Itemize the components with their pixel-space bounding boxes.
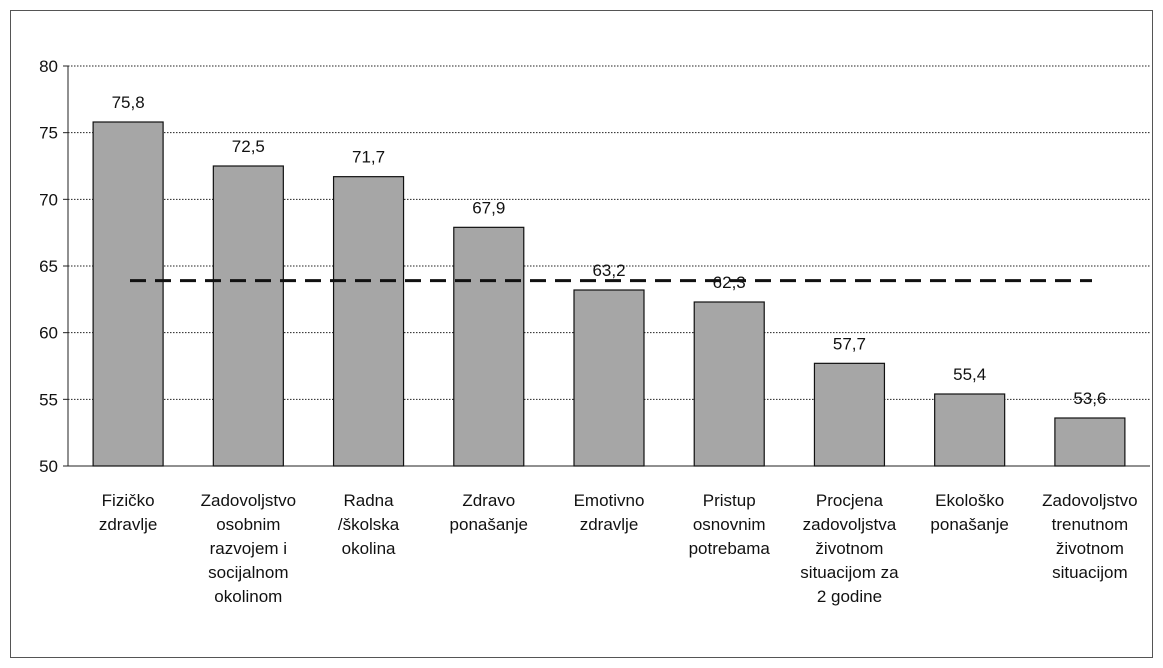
x-tick-line: Zadovoljstvo xyxy=(201,491,296,510)
x-tick-line: trenutnom xyxy=(1052,515,1129,534)
y-tick-label: 65 xyxy=(39,257,58,276)
x-tick-line: Zdravo xyxy=(462,491,515,510)
x-tick-line: životnom xyxy=(815,539,883,558)
x-tick-line: 2 godine xyxy=(817,587,882,606)
x-tick-line: Radna xyxy=(344,491,395,510)
x-tick-line: ponašanje xyxy=(450,515,528,534)
x-tick-line: situacijom xyxy=(1052,563,1128,582)
y-tick-label: 55 xyxy=(39,390,58,409)
x-tick-line: zdravlje xyxy=(99,515,158,534)
value-label: 62,3 xyxy=(713,273,746,292)
bar xyxy=(92,121,164,467)
x-tick-label: Zadovoljstvo osobnim razvojem i socijalnom o… xyxy=(201,491,296,606)
x-tick-line: socijalnom xyxy=(208,563,288,582)
value-label: 72,5 xyxy=(232,137,265,156)
x-tick-label: Zdravo ponašanje xyxy=(450,491,528,534)
x-tick-line: razvojem i xyxy=(210,539,287,558)
frame xyxy=(10,10,1153,658)
bar xyxy=(813,362,886,467)
x-tick-label: Zadovoljstvo trenutnom životnom situacijom xyxy=(1042,491,1137,582)
x-tick-label: Pristup osnovnim potrebama xyxy=(689,491,771,558)
x-tick-line: zdravlje xyxy=(580,515,639,534)
y-tick-label: 60 xyxy=(39,324,58,343)
value-label: 55,4 xyxy=(953,365,986,384)
y-tick-label: 80 xyxy=(39,57,58,76)
x-tick-label: Ekološko ponašanje xyxy=(930,491,1008,534)
value-label: 75,8 xyxy=(112,93,145,112)
x-tick-line: /školska xyxy=(338,515,400,534)
x-tick-line: situacijom za xyxy=(800,563,899,582)
bar xyxy=(212,165,284,467)
y-tick-label: 75 xyxy=(39,124,58,143)
bar xyxy=(332,176,405,467)
value-label: 67,9 xyxy=(472,198,505,217)
x-tick-label: Fizičko zdravlje xyxy=(99,491,158,534)
x-tick-line: zadovoljstva xyxy=(803,515,897,534)
value-label: 71,7 xyxy=(352,148,385,167)
x-tick-line: potrebama xyxy=(689,539,771,558)
bar xyxy=(934,393,1006,467)
bar xyxy=(1054,417,1126,467)
value-label: 57,7 xyxy=(833,334,866,353)
x-tick-line: ponašanje xyxy=(930,515,1008,534)
x-tick-line: Ekološko xyxy=(935,491,1004,510)
x-tick-line: okolinom xyxy=(214,587,282,606)
x-tick-line: osobnim xyxy=(216,515,280,534)
bar xyxy=(693,301,765,467)
x-tick-label: Emotivno zdravlje xyxy=(574,491,645,534)
x-tick-line: Pristup xyxy=(703,491,756,510)
value-label: 63,2 xyxy=(592,261,625,280)
x-tick-line: Procjena xyxy=(816,491,884,510)
y-tick-label: 50 xyxy=(39,457,58,476)
x-tick-line: Fizičko xyxy=(102,491,155,510)
x-tick-line: Zadovoljstvo xyxy=(1042,491,1137,510)
x-tick-line: okolina xyxy=(342,539,396,558)
x-tick-line: osnovnim xyxy=(693,515,766,534)
bar xyxy=(453,226,525,467)
x-tick-label: Procjena zadovoljstva životnom situacijom z… xyxy=(800,491,899,606)
x-tick-line: životnom xyxy=(1056,539,1124,558)
x-tick-label: Radna/školska okolina xyxy=(338,491,400,558)
bar xyxy=(573,289,645,467)
y-tick-label: 70 xyxy=(39,190,58,209)
x-tick-line: Emotivno xyxy=(574,491,645,510)
value-label: 53,6 xyxy=(1073,389,1106,408)
